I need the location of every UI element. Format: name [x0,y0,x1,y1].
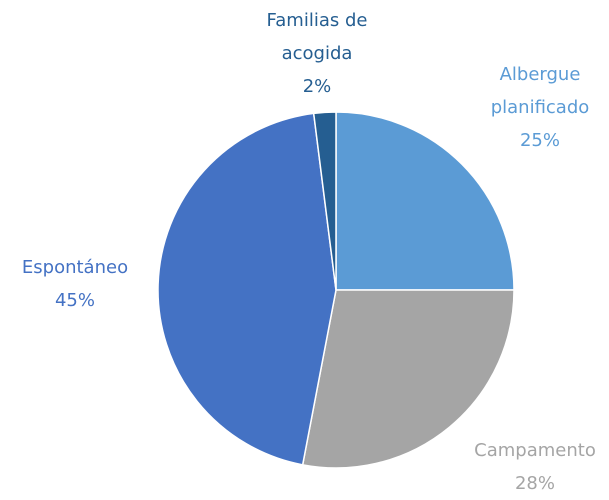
value-label: 45% [54,290,95,311]
pie-slice [301,289,515,469]
value-label: 25% [519,130,560,151]
pie-slice [312,111,337,291]
value-label: 28% [514,473,555,494]
slice-label: Albergue planificado 25% [465,58,609,157]
category-label: Familias de acogida [266,10,368,64]
slice-label: Familias de acogida 2% [252,4,382,103]
pie-slice [157,112,337,466]
slice-label: Espontáneo 45% [0,251,150,317]
category-label: Campamento [474,440,596,461]
value-label: 2% [302,76,332,97]
category-label: Espontáneo [21,257,129,278]
category-label: Albergue planificado [490,64,590,118]
slice-label: Campamento 28% [465,434,605,500]
pie-slice [335,111,515,291]
